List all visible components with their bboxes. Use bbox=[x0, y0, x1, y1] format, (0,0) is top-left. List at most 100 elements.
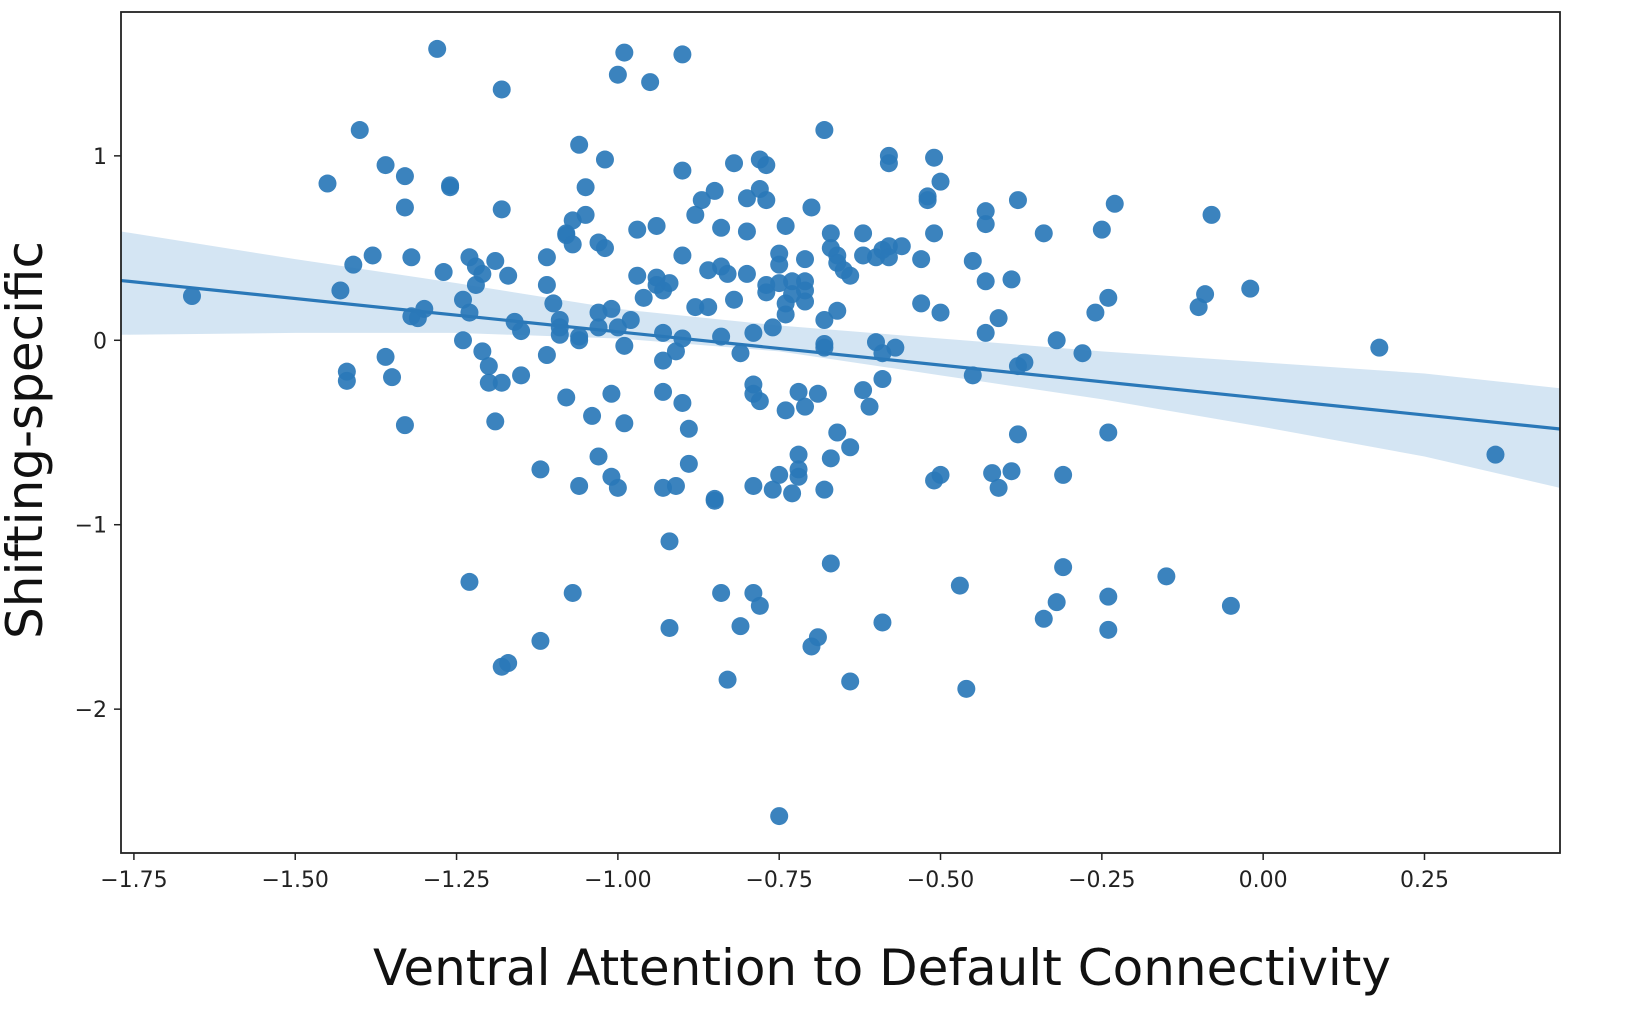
scatter-point bbox=[415, 299, 434, 318]
scatter-point bbox=[1008, 191, 1027, 210]
scatter-point bbox=[744, 476, 763, 495]
scatter-point bbox=[725, 154, 744, 173]
scatter-point bbox=[331, 281, 350, 300]
scatter-point bbox=[499, 266, 518, 285]
points-layer bbox=[182, 39, 1505, 826]
scatter-point bbox=[615, 43, 634, 62]
regression-line bbox=[120, 278, 1561, 431]
scatter-point bbox=[1099, 423, 1118, 442]
scatter-point bbox=[1002, 462, 1021, 481]
scatter-point bbox=[931, 172, 950, 191]
scatter-point bbox=[376, 347, 395, 366]
scatter-point bbox=[737, 264, 756, 283]
scatter-point bbox=[673, 246, 692, 265]
scatter-point bbox=[673, 393, 692, 412]
scatter-point bbox=[628, 220, 647, 239]
scatter-point bbox=[918, 187, 937, 206]
scatter-point bbox=[395, 167, 414, 186]
scatter-point bbox=[550, 325, 569, 344]
scatter-point bbox=[731, 617, 750, 636]
scatter-point bbox=[796, 250, 815, 269]
scatter-point bbox=[989, 478, 1008, 497]
scatter-point bbox=[841, 266, 860, 285]
scatter-point bbox=[808, 628, 827, 647]
scatter-point bbox=[544, 294, 563, 313]
scatter-point bbox=[634, 288, 653, 307]
y-tick-label: −2 bbox=[75, 698, 107, 723]
scatter-point bbox=[725, 290, 744, 309]
scatter-point bbox=[1086, 303, 1105, 322]
x-tick-label: −0.75 bbox=[745, 868, 812, 893]
x-axis-label: Ventral Attention to Default Connectivit… bbox=[373, 939, 1391, 997]
scatter-point bbox=[1157, 567, 1176, 586]
scatter-point bbox=[712, 583, 731, 602]
scatter-point bbox=[976, 215, 995, 234]
scatter-point bbox=[931, 465, 950, 484]
scatter-point bbox=[744, 323, 763, 342]
scatter-point bbox=[660, 618, 679, 637]
scatter-point bbox=[886, 338, 905, 357]
x-tick-label: −1.00 bbox=[584, 868, 651, 893]
x-tick-label: −0.25 bbox=[1068, 868, 1135, 893]
scatter-point bbox=[492, 200, 511, 219]
scatter-point bbox=[350, 121, 369, 140]
scatter-point bbox=[1099, 288, 1118, 307]
scatter-point bbox=[796, 292, 815, 311]
scatter-point bbox=[602, 299, 621, 318]
scatter-point bbox=[731, 344, 750, 363]
scatter-point bbox=[718, 264, 737, 283]
scatter-point bbox=[1221, 596, 1240, 615]
scatter-point bbox=[641, 73, 660, 92]
scatter-point bbox=[182, 287, 201, 306]
scatter-point bbox=[1092, 220, 1111, 239]
scatter-point bbox=[512, 322, 531, 341]
x-tick-label: −1.25 bbox=[423, 868, 490, 893]
scatter-point bbox=[705, 181, 724, 200]
scatter-point bbox=[531, 631, 550, 650]
x-tick-label: −1.75 bbox=[100, 868, 167, 893]
scatter-point bbox=[770, 807, 789, 826]
scatter-point bbox=[692, 191, 711, 210]
scatter-point bbox=[615, 336, 634, 355]
scatter-point bbox=[1008, 425, 1027, 444]
scatter-point bbox=[705, 491, 724, 510]
scatter-point bbox=[821, 224, 840, 243]
scatter-point bbox=[1015, 353, 1034, 372]
scatter-point bbox=[808, 384, 827, 403]
scatter-point bbox=[873, 370, 892, 389]
scatter-point bbox=[912, 294, 931, 313]
scatter-point bbox=[570, 135, 589, 154]
scatter-point bbox=[615, 414, 634, 433]
scatter-point bbox=[1034, 224, 1053, 243]
scatter-point bbox=[673, 161, 692, 180]
scatter-point bbox=[763, 318, 782, 337]
scatter-point bbox=[925, 148, 944, 167]
scatter-point bbox=[570, 476, 589, 495]
scatter-point bbox=[589, 447, 608, 466]
scatter-point bbox=[828, 423, 847, 442]
scatter-point bbox=[492, 373, 511, 392]
scatter-point bbox=[479, 373, 498, 392]
scatter-point bbox=[854, 381, 873, 400]
scatter-point bbox=[776, 216, 795, 235]
scatter-point bbox=[983, 464, 1002, 483]
scatter-point bbox=[976, 272, 995, 291]
scatter-point bbox=[776, 401, 795, 420]
scatter-point bbox=[395, 416, 414, 435]
scatter-point bbox=[460, 303, 479, 322]
scatter-point bbox=[583, 406, 602, 425]
scatter-point bbox=[531, 460, 550, 479]
scatter-point bbox=[395, 198, 414, 217]
scatter-point bbox=[537, 275, 556, 294]
scatter-point bbox=[860, 397, 879, 416]
scatter-point bbox=[750, 596, 769, 615]
scatter-point bbox=[441, 176, 460, 195]
scatter-point bbox=[841, 438, 860, 457]
scatter-point bbox=[821, 449, 840, 468]
scatter-point bbox=[737, 189, 756, 208]
scatter-point bbox=[576, 178, 595, 197]
scatter-point bbox=[686, 298, 705, 317]
confidence-band-layer bbox=[121, 231, 1560, 488]
scatter-point bbox=[841, 672, 860, 691]
